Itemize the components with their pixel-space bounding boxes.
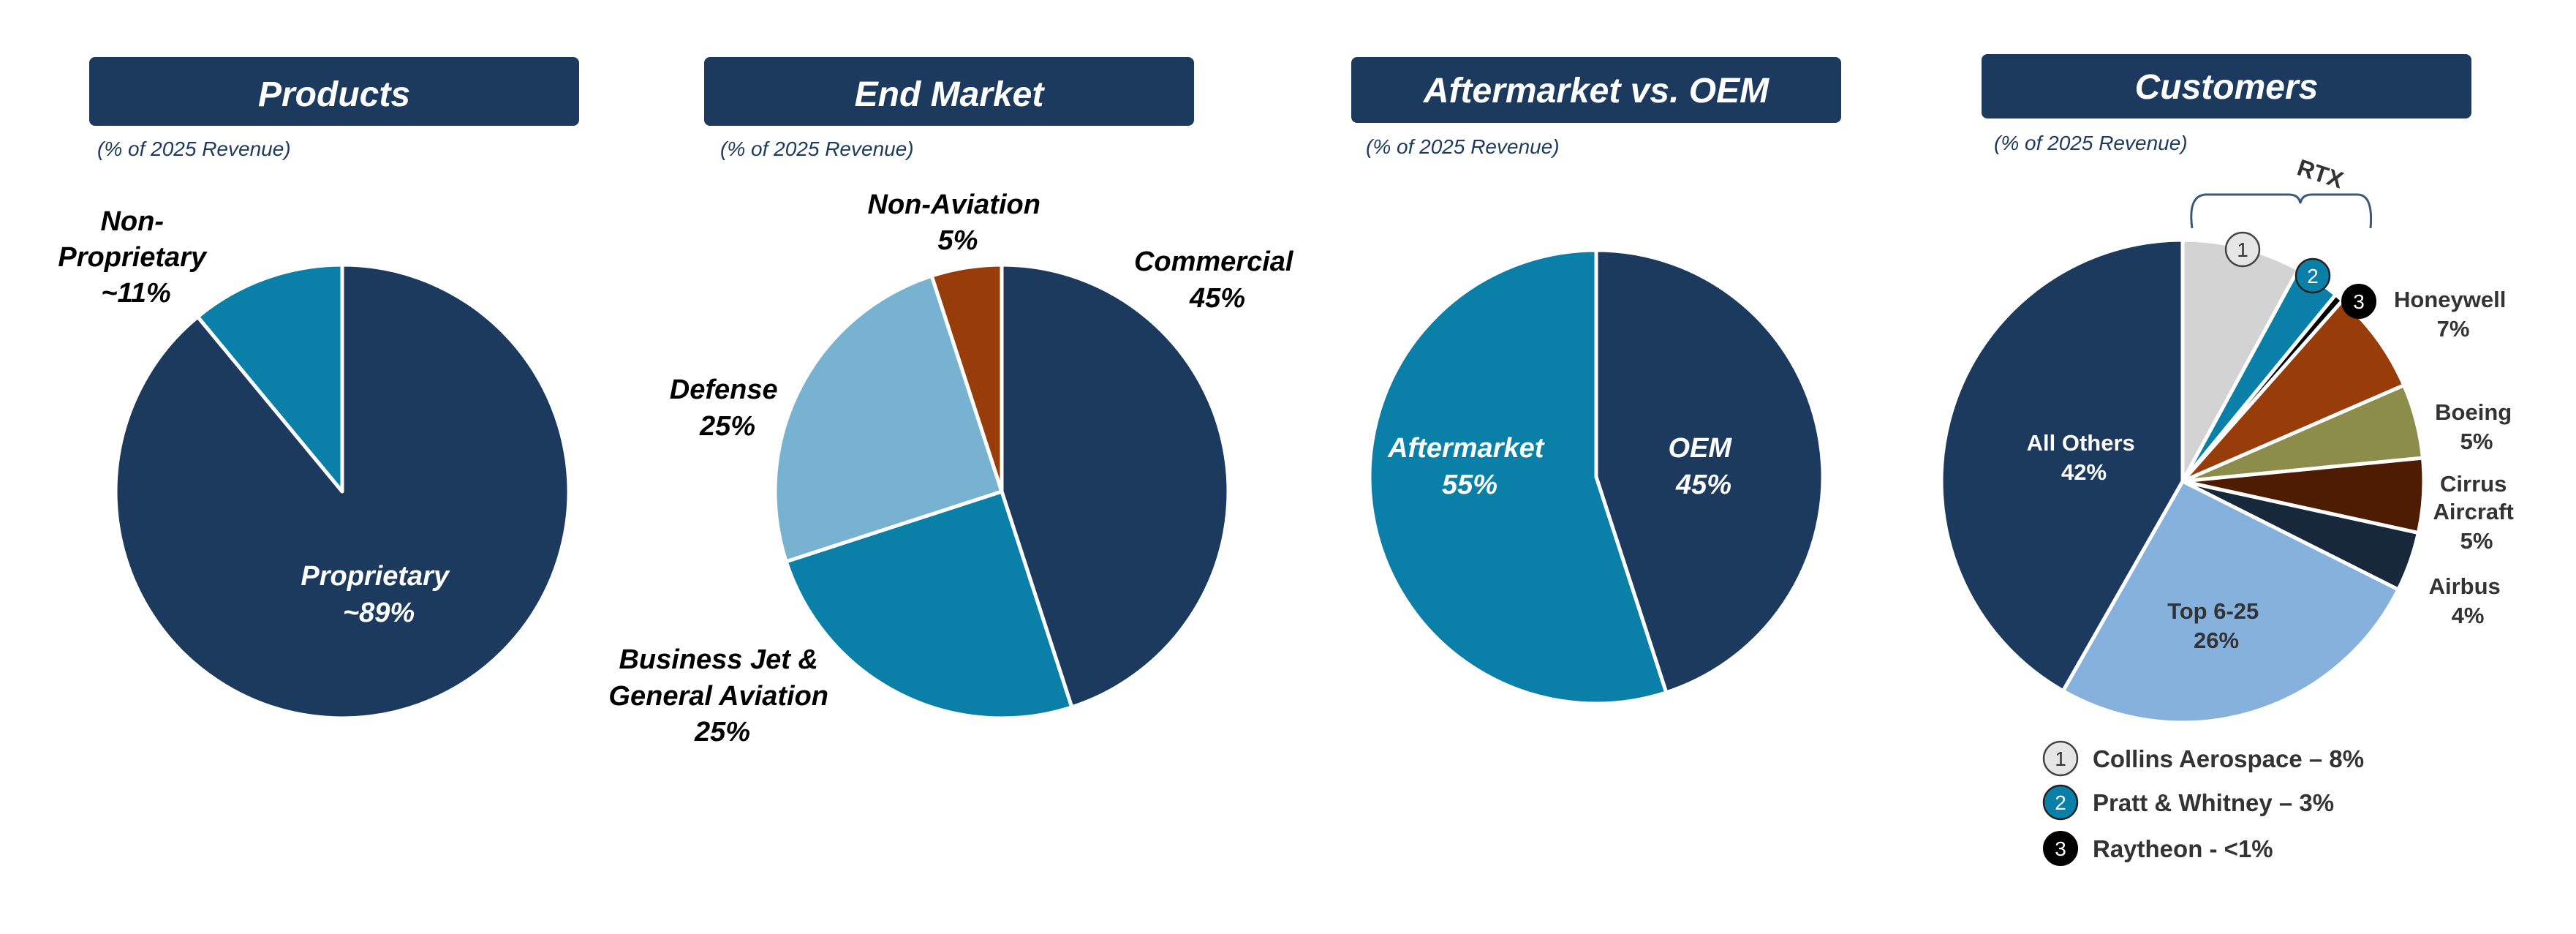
slice-commercial [1000, 263, 1231, 709]
customers-pie [1939, 238, 2426, 725]
legend-marker-2 [2042, 784, 2079, 821]
slice-all-others [1939, 238, 2185, 693]
legend-text-pratt: Pratt & Whitney – 3% [2093, 789, 2334, 816]
label-business-jet: Business Jet & General Aviation 25% [608, 644, 836, 747]
pie-marker-2: 2 [2294, 257, 2331, 294]
customers-title: Customers [2135, 68, 2319, 107]
label-all-others: All Others 42% [2027, 430, 2142, 485]
label-cirrus: Cirrus Aircraft 5% [2433, 471, 2520, 554]
products-title: Products [258, 75, 410, 114]
legend-marker-3 [2043, 831, 2078, 866]
label-top-6-25: Top 6-25 26% [2167, 598, 2265, 653]
end-market-pie [773, 263, 1231, 720]
slice-top-6-25 [2061, 479, 2401, 725]
svg-text:1: 1 [2237, 238, 2248, 261]
label-defense: Defense 25% [670, 374, 785, 442]
customers-legend: 1 Collins Aerospace – 8% 2 Pratt & Whitn… [2042, 740, 2364, 866]
panel-products: Products (% of 2025 Revenue) Non- Propri… [58, 57, 579, 720]
slice-defense [773, 274, 1004, 564]
legend-text-raytheon: Raytheon - <1% [2093, 835, 2273, 862]
end-market-title: End Market [855, 75, 1046, 114]
customers-subtitle: (% of 2025 Revenue) [1994, 132, 2188, 154]
slice-non-proprietary [195, 263, 344, 494]
pie-marker-1: 1 [2224, 231, 2261, 268]
aftermarket-pie [1367, 248, 1825, 706]
products-header [89, 57, 579, 126]
aftermarket-header [1351, 57, 1841, 123]
rtx-bracket [2190, 193, 2373, 229]
legend-text-collins: Collins Aerospace – 8% [2093, 745, 2364, 772]
end-market-subtitle: (% of 2025 Revenue) [720, 138, 914, 160]
products-subtitle: (% of 2025 Revenue) [97, 138, 291, 160]
label-oem: OEM 45% [1668, 433, 1739, 500]
legend-item-raytheon: 3 Raytheon - <1% [2043, 831, 2273, 866]
label-airbus: Airbus 4% [2429, 573, 2507, 628]
label-boeing: Boeing 5% [2435, 399, 2518, 454]
rtx-label: RTX [2294, 154, 2347, 194]
aftermarket-subtitle: (% of 2025 Revenue) [1366, 135, 1560, 158]
label-proprietary: Proprietary ~89% [301, 561, 456, 628]
legend-marker-3-number: 3 [2055, 837, 2066, 860]
legend-marker-1 [2042, 740, 2079, 777]
label-non-aviation: Non-Aviation 5% [868, 189, 1049, 256]
svg-text:2: 2 [2307, 265, 2319, 287]
aftermarket-title: Aftermarket vs. OEM [1423, 72, 1769, 110]
svg-text:3: 3 [2353, 290, 2365, 313]
panel-end-market: End Market (% of 2025 Revenue) Non-Aviat… [608, 57, 1301, 747]
slice-oem [1594, 248, 1825, 695]
label-non-proprietary: Non- Proprietary ~11% [58, 206, 214, 309]
label-honeywell: Honeywell 7% [2394, 287, 2512, 342]
legend-marker-2-number: 2 [2055, 791, 2066, 814]
products-pie [113, 263, 571, 720]
slice-non-aviation [929, 263, 1004, 494]
label-aftermarket: Aftermarket 55% [1387, 433, 1552, 500]
legend-item-collins: 1 Collins Aerospace – 8% [2042, 740, 2364, 777]
panel-aftermarket: Aftermarket vs. OEM (% of 2025 Revenue) … [1351, 57, 1841, 706]
customers-header [1982, 54, 2471, 118]
pie-marker-3: 3 [2341, 284, 2376, 319]
panel-customers: Customers (% of 2025 Revenue) RTX 1 2 3 … [1939, 54, 2520, 866]
slice-business-jet-general-aviation [784, 489, 1074, 720]
end-market-header [704, 57, 1194, 126]
slice-aftermarket [1367, 248, 1669, 706]
label-commercial: Commercial 45% [1134, 246, 1301, 314]
legend-marker-1-number: 1 [2055, 747, 2066, 770]
legend-item-pratt: 2 Pratt & Whitney – 3% [2042, 784, 2334, 821]
